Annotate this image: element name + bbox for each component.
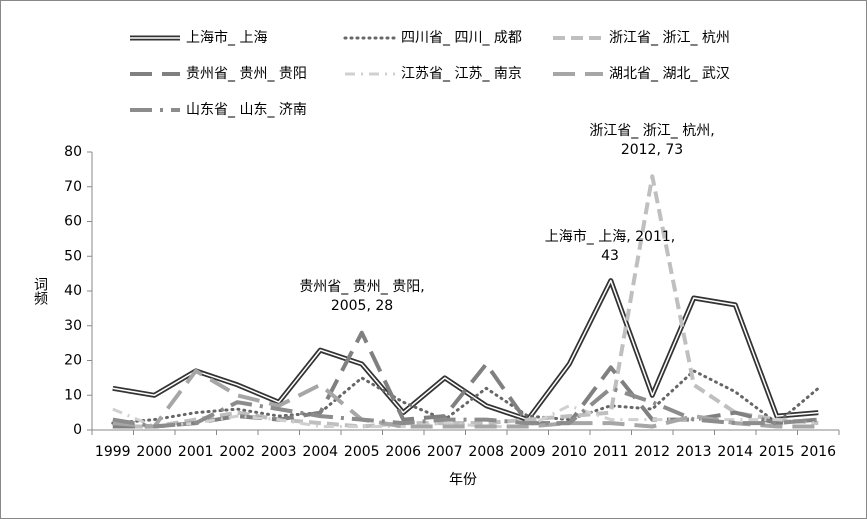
x-tick-label: 2006 [385, 444, 421, 460]
x-tick-label: 2007 [427, 444, 463, 460]
series-line [112, 368, 819, 429]
series-line [112, 386, 819, 429]
legend-label: 山东省_ 山东_ 济南 [186, 102, 307, 118]
y-axis-title: 词频 [32, 277, 48, 305]
x-tick-label: 2003 [261, 444, 297, 460]
series-line [112, 404, 819, 428]
x-tick-label: 2000 [136, 444, 172, 460]
x-tick-label: 2012 [634, 444, 670, 460]
y-tick-label: 60 [64, 214, 82, 230]
y-tick-label: 0 [73, 422, 82, 438]
y-tick-label: 50 [64, 248, 82, 264]
x-tick-label: 2008 [468, 444, 504, 460]
x-tick-label: 1999 [95, 444, 131, 460]
y-tick-label: 10 [64, 387, 82, 403]
annotation: 2005, 28 [331, 298, 393, 314]
legend-label: 湖北省_ 湖北_ 武汉 [609, 66, 730, 82]
series-line [112, 174, 819, 429]
annotation: 上海市_ 上海, 2011, [545, 228, 675, 245]
legend-label: 江苏省_ 江苏_ 南京 [401, 66, 522, 82]
series-line [111, 369, 820, 425]
x-axis-title: 年份 [449, 472, 477, 488]
x-tick-label: 2009 [510, 444, 546, 460]
x-tick-label: 2015 [759, 444, 795, 460]
y-tick-label: 80 [64, 144, 82, 160]
legend-label: 浙江省_ 浙江_ 杭州 [609, 30, 730, 46]
y-tick-label: 20 [64, 353, 82, 369]
x-tick-label: 2013 [676, 444, 712, 460]
x-tick-label: 2011 [593, 444, 629, 460]
x-tick-label: 2010 [551, 444, 587, 460]
x-tick-label: 2005 [344, 444, 380, 460]
x-tick-label: 2002 [219, 444, 255, 460]
x-tick-label: 2004 [302, 444, 338, 460]
x-tick-label: 2001 [178, 444, 214, 460]
y-tick-label: 40 [64, 283, 82, 299]
x-tick-label: 2016 [800, 444, 836, 460]
legend-label: 贵州省_ 贵州_ 贵阳 [186, 66, 307, 82]
y-tick-label: 70 [64, 179, 82, 195]
y-tick-label: 30 [64, 318, 82, 334]
annotation: 43 [601, 248, 619, 264]
annotation: 浙江省_ 浙江_ 杭州, [589, 123, 714, 139]
legend-label: 四川省_ 四川_ 成都 [401, 30, 522, 46]
x-tick-label: 2014 [717, 444, 753, 460]
annotation: 贵州省_ 贵州_ 贵阳, [299, 279, 424, 295]
annotation: 2012, 73 [621, 142, 683, 158]
legend-label: 上海市_ 上海 [186, 29, 267, 46]
